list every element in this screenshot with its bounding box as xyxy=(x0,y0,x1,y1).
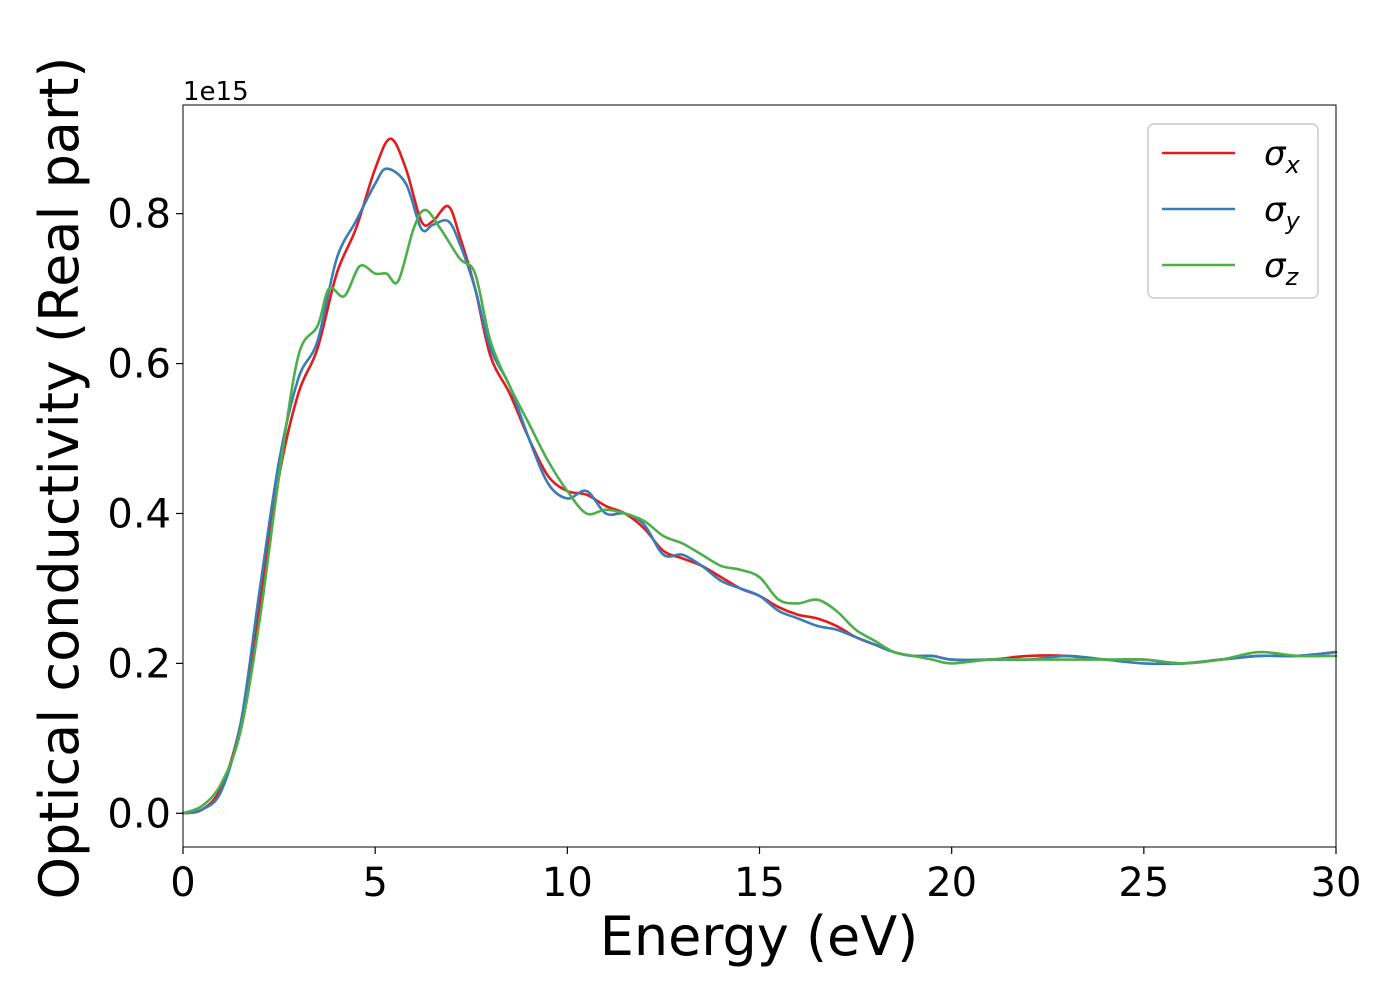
legend-label-2: σy xyxy=(1264,190,1301,235)
plot-lines xyxy=(181,137,1338,815)
x-tick-label: 15 xyxy=(734,860,785,906)
y-tick-label: 0.6 xyxy=(107,342,171,388)
x-tick-label: 5 xyxy=(362,860,387,906)
legend-label-3: σz xyxy=(1264,246,1300,291)
x-tick-label: 20 xyxy=(926,860,977,906)
x-tick-label: 0 xyxy=(170,860,195,906)
x-tick-label: 30 xyxy=(1311,860,1362,906)
x-axis-ticks: 0 5 10 15 20 25 30 xyxy=(170,847,1361,906)
y-tick-label: 0.4 xyxy=(107,491,171,537)
x-tick-label: 10 xyxy=(542,860,593,906)
y-tick-label: 0.8 xyxy=(107,192,171,238)
legend-box xyxy=(1147,123,1319,299)
y-tick-label: 0.2 xyxy=(107,641,171,687)
x-axis-label: Energy (eV) xyxy=(600,905,919,968)
legend-label-1: σx xyxy=(1264,134,1301,179)
x-tick-label: 25 xyxy=(1118,860,1169,906)
y-axis-offset-label: 1e15 xyxy=(183,77,249,107)
y-tick-label: 0.0 xyxy=(107,791,171,837)
legend: σx σy σz xyxy=(1147,123,1319,299)
y-axis-ticks: 0.0 0.2 0.4 0.6 0.8 xyxy=(107,192,183,837)
y-axis-label: Optical conductivity (Real part) xyxy=(28,57,91,900)
series-line-3 xyxy=(181,208,1338,815)
